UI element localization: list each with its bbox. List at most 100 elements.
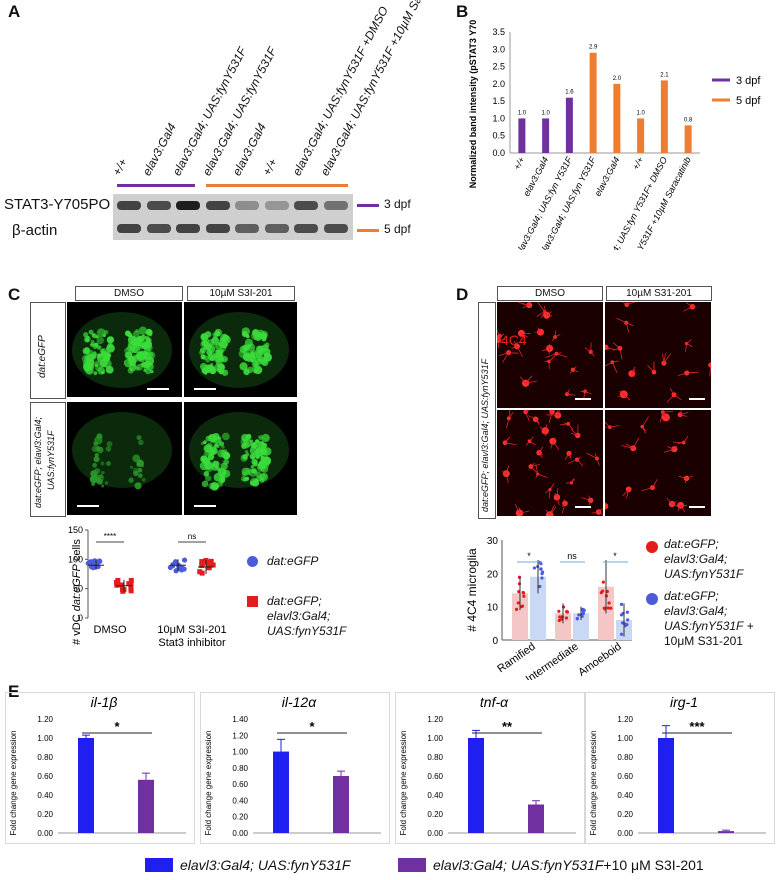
process xyxy=(537,327,541,333)
process xyxy=(662,411,674,413)
cell-blob xyxy=(255,471,262,478)
process xyxy=(563,499,566,504)
process xyxy=(632,437,640,449)
e-ytick: 0.40 xyxy=(37,791,53,800)
e-bar xyxy=(528,804,544,833)
cell-blob xyxy=(140,334,146,340)
process xyxy=(709,365,711,377)
process xyxy=(652,483,656,488)
e-ytick: 1.20 xyxy=(37,715,53,724)
legend-5dpf-swatch xyxy=(357,229,379,232)
process xyxy=(598,511,603,516)
process xyxy=(504,438,509,443)
process xyxy=(591,511,599,514)
d-point xyxy=(607,601,611,605)
e-ylabel: Fold change gene expression xyxy=(399,731,408,836)
d-point xyxy=(582,608,586,612)
e-ytick: 1.00 xyxy=(37,734,53,743)
process xyxy=(557,410,559,416)
cell-blob xyxy=(91,354,97,359)
cell-blob xyxy=(205,463,214,473)
process xyxy=(544,430,547,437)
cell-blob xyxy=(138,439,144,446)
cell-blob xyxy=(91,482,96,486)
cell-blob xyxy=(215,331,221,337)
process xyxy=(626,322,634,327)
cell-blob xyxy=(258,435,264,440)
process xyxy=(561,503,566,514)
panel-c-label: C xyxy=(8,285,21,304)
e-significance: *** xyxy=(689,719,705,734)
process xyxy=(571,478,576,484)
cell-blob xyxy=(241,471,247,477)
c-point xyxy=(90,565,96,571)
process xyxy=(506,418,510,429)
c-x2b: Stat3 inhibitor xyxy=(158,637,226,649)
b-data-label: 1.0 xyxy=(518,110,527,116)
cell-blob xyxy=(137,467,143,473)
process xyxy=(680,411,689,416)
c-significance: **** xyxy=(104,532,116,541)
cell-blob xyxy=(203,440,207,445)
process xyxy=(666,394,675,403)
d-point xyxy=(516,601,520,605)
cell-blob xyxy=(219,441,225,447)
process xyxy=(519,510,530,514)
e-ytick: 1.20 xyxy=(617,715,633,724)
cell-blob xyxy=(219,476,226,482)
b-bar xyxy=(542,118,550,153)
e-chart-title: il-12α xyxy=(282,694,317,710)
cell-blob xyxy=(136,434,142,441)
c-point xyxy=(95,559,101,565)
cell-blob xyxy=(94,468,101,474)
process xyxy=(641,416,649,427)
b-xtick: +/+ xyxy=(512,155,527,171)
process xyxy=(569,369,574,374)
d-point xyxy=(532,566,536,570)
process xyxy=(508,410,511,419)
cell-blob xyxy=(207,343,213,349)
panel-e-label: E xyxy=(8,682,20,701)
process xyxy=(566,389,570,395)
process xyxy=(679,410,682,415)
panel-a-label: A xyxy=(8,2,21,21)
e-ytick: 0.60 xyxy=(232,780,248,789)
cell-blob xyxy=(211,460,219,467)
process xyxy=(546,314,552,317)
cell-blob xyxy=(104,481,109,485)
c-legend1: dat:eGFP xyxy=(267,554,319,568)
process xyxy=(539,426,546,432)
microglia xyxy=(506,350,512,356)
d-legend2: dat:eGFP; elavl3:Gal4; UAS:fynY531F +10μM … xyxy=(664,589,754,648)
e-ytick: 0.00 xyxy=(427,829,443,838)
cell-blob xyxy=(218,341,224,347)
cell-blob xyxy=(132,354,138,359)
process xyxy=(519,376,526,384)
process xyxy=(521,333,528,338)
cell-blob xyxy=(239,362,248,371)
b-ylabel: Normalized band intensity (pSTAT3 Y705) xyxy=(468,20,478,188)
d-point xyxy=(620,621,625,625)
process xyxy=(567,423,574,431)
cell-blob xyxy=(243,477,248,482)
b-bar xyxy=(684,125,692,153)
c-x1: DMSO xyxy=(94,624,127,636)
d-point xyxy=(626,618,630,622)
e-bar xyxy=(78,738,94,833)
d-point xyxy=(619,602,624,606)
process xyxy=(537,473,548,478)
cell-blob xyxy=(222,334,229,341)
cell-blob xyxy=(124,351,133,360)
process xyxy=(554,334,561,338)
process xyxy=(685,343,688,352)
process xyxy=(631,369,636,374)
process xyxy=(621,445,634,449)
legend-3dpf-label: 3 dpf xyxy=(384,197,411,211)
process xyxy=(663,448,675,453)
cell-blob xyxy=(222,451,231,460)
e-ytick: 0.00 xyxy=(232,829,248,838)
process xyxy=(542,348,550,352)
e-ylabel: Fold change gene expression xyxy=(589,731,598,836)
process xyxy=(588,500,592,505)
